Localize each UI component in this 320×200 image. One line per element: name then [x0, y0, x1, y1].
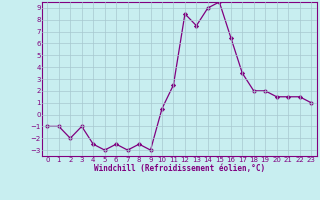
X-axis label: Windchill (Refroidissement éolien,°C): Windchill (Refroidissement éolien,°C): [94, 164, 265, 173]
